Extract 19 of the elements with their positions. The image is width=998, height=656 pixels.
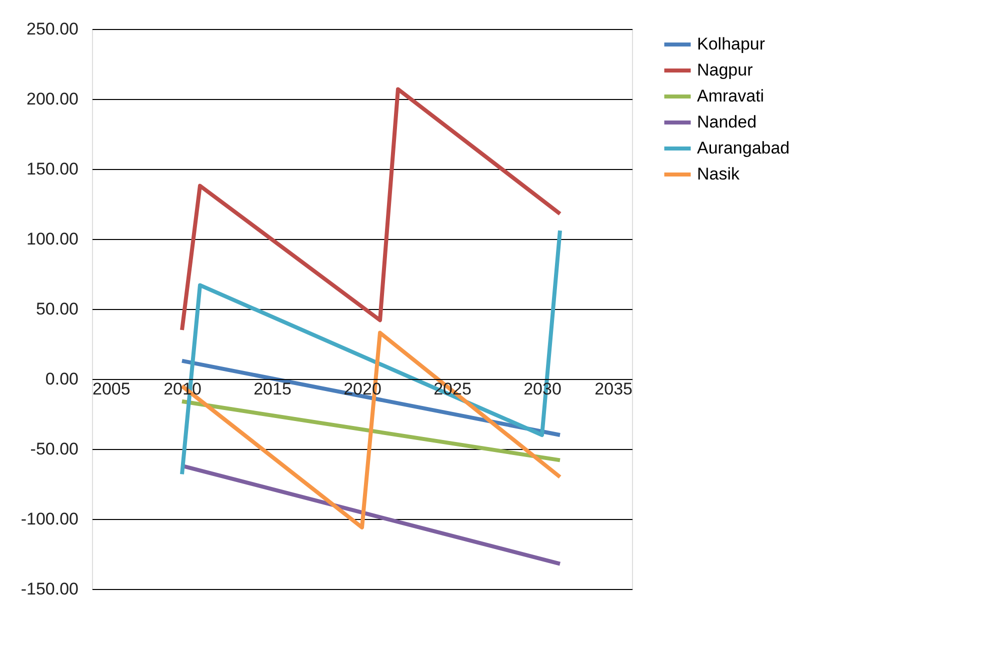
legend-label: Nagpur (697, 60, 754, 80)
x-tick-label: 2005 (92, 380, 130, 398)
y-tick-label: -100.00 (20, 510, 78, 528)
y-tick-label: 150.00 (26, 160, 78, 178)
y-tick-label: -150.00 (20, 580, 78, 598)
y-tick-label: -50.00 (30, 440, 78, 458)
y-tick-label: 50.00 (36, 300, 78, 318)
x-tick-label: 2015 (254, 380, 292, 398)
legend-label: Aurangabad (697, 138, 790, 158)
y-tick-label: 200.00 (26, 90, 78, 108)
legend-label: Kolhapur (697, 34, 766, 54)
legend-label: Amravati (697, 86, 764, 106)
legend-label: Nasik (697, 164, 740, 184)
legend-label: Nanded (697, 112, 757, 132)
line-series (180, 87, 562, 332)
x-tick-label: 2035 (594, 380, 632, 398)
y-tick-label: 250.00 (26, 20, 78, 38)
y-tick-label: 0.00 (45, 370, 78, 388)
y-tick-label: 100.00 (26, 230, 78, 248)
